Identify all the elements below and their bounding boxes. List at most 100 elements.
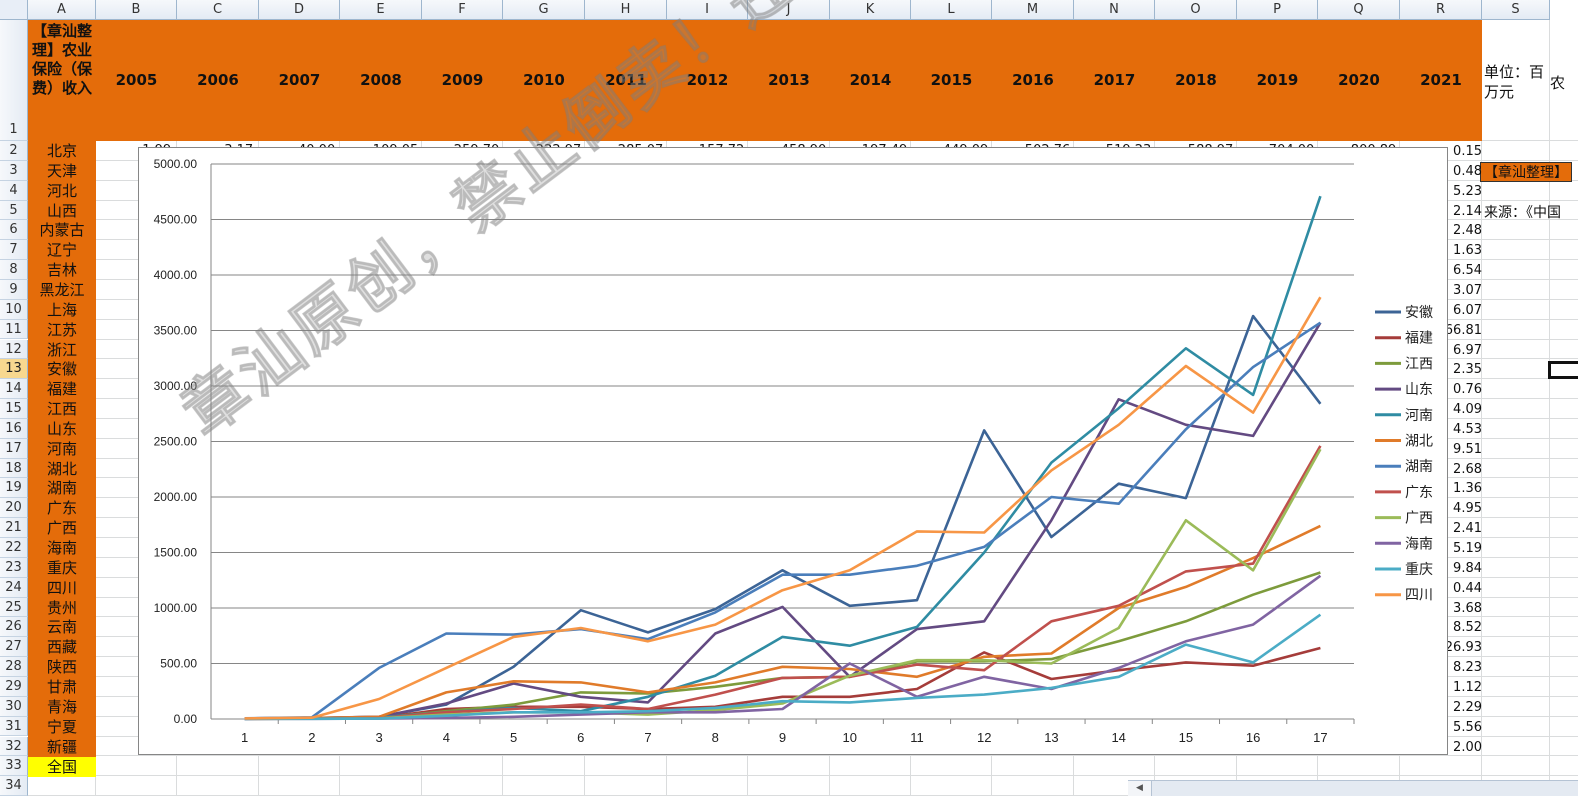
province-label[interactable]: 四川 (46, 578, 77, 597)
series-line-8[interactable] (244, 445, 1322, 721)
cell-value-2021[interactable]: 3.07 (1453, 282, 1482, 298)
year-header[interactable]: 2014 (849, 71, 892, 89)
cell-value-2021[interactable]: 26.93 (1444, 640, 1482, 656)
row-header-18[interactable]: 18 (0, 458, 28, 479)
year-header[interactable]: 2007 (278, 71, 321, 89)
cell-value-2021[interactable]: 2.48 (1453, 223, 1482, 239)
province-label[interactable]: 陕西 (46, 658, 77, 677)
province-label[interactable]: 湖北 (46, 459, 77, 478)
year-header[interactable]: 2010 (523, 71, 565, 89)
legend-label[interactable]: 安徽 (1405, 305, 1433, 321)
title-cell[interactable]: 【章汕整理】农业保险（保费）收入 (31, 22, 92, 97)
series-line-2[interactable] (244, 646, 1321, 721)
year-header[interactable]: 2020 (1338, 71, 1380, 89)
cell-value-2021[interactable]: 0.48 (1453, 163, 1482, 179)
cell-value-2021[interactable]: 4.09 (1453, 402, 1482, 418)
series-line-7[interactable] (244, 321, 1322, 720)
row-header-3[interactable]: 3 (0, 160, 28, 181)
column-header-d[interactable]: D (259, 0, 340, 20)
province-label[interactable]: 山西 (46, 201, 77, 220)
column-header-h[interactable]: H (585, 0, 667, 20)
legend-label[interactable]: 河南 (1405, 408, 1433, 424)
cell-value-2021[interactable]: 0.76 (1453, 382, 1482, 398)
column-header-o[interactable]: O (1155, 0, 1237, 20)
cell-value-2021[interactable]: 5.19 (1453, 541, 1482, 556)
series-line-11[interactable] (244, 613, 1322, 721)
row-header-15[interactable]: 15 (0, 399, 28, 419)
column-header-c[interactable]: C (177, 0, 259, 20)
legend-label[interactable]: 重庆 (1405, 562, 1433, 578)
active-cell-selection[interactable] (1548, 361, 1578, 379)
row-header-14[interactable]: 14 (0, 379, 28, 400)
year-header[interactable]: 2012 (686, 71, 729, 89)
cell-value-2021[interactable]: 0.15 (1453, 144, 1482, 159)
province-label[interactable]: 云南 (46, 618, 77, 637)
province-label[interactable]: 广东 (46, 499, 77, 518)
province-label[interactable]: 安徽 (46, 360, 77, 379)
province-label[interactable]: 福建 (46, 380, 77, 399)
unit-label[interactable]: 单位：百万元 (1484, 63, 1545, 101)
province-label[interactable]: 河北 (46, 181, 77, 200)
province-label[interactable]: 海南 (46, 539, 77, 557)
column-header-a[interactable]: A (28, 0, 96, 20)
column-header-b[interactable]: B (96, 0, 177, 20)
series-line-4[interactable] (244, 322, 1322, 720)
legend-label[interactable]: 湖南 (1405, 459, 1433, 475)
cell-value-2021[interactable]: 66.81 (1444, 322, 1482, 338)
row-header-28[interactable]: 28 (0, 657, 28, 677)
province-label[interactable]: 重庆 (46, 558, 77, 577)
cell-value-2021[interactable]: 5.56 (1453, 719, 1482, 735)
cell-value-2021[interactable]: 1.36 (1453, 481, 1482, 497)
row-header-26[interactable]: 26 (0, 617, 28, 638)
author-tag-cell[interactable]: 【章汕整理】 (1480, 162, 1572, 182)
row-header-27[interactable]: 27 (0, 637, 28, 658)
row-header-13[interactable]: 13 (0, 359, 28, 380)
province-label[interactable]: 北京 (46, 142, 77, 160)
cell-value-2021[interactable]: 2.29 (1453, 699, 1482, 715)
row-header-7[interactable]: 7 (0, 240, 28, 261)
row-header-16[interactable]: 16 (0, 418, 28, 439)
row-header-29[interactable]: 29 (0, 676, 28, 697)
province-label[interactable]: 山东 (46, 419, 77, 438)
cell-value-2021[interactable]: 6.07 (1453, 302, 1482, 318)
province-label[interactable]: 甘肃 (46, 677, 77, 696)
legend-label[interactable]: 福建 (1405, 331, 1433, 347)
province-label[interactable]: 青海 (46, 697, 77, 716)
province-label[interactable]: 吉林 (46, 261, 77, 280)
column-header-f[interactable]: F (422, 0, 503, 20)
column-header-p[interactable]: P (1237, 0, 1318, 20)
row-header-8[interactable]: 8 (0, 260, 28, 280)
column-header-i[interactable]: I (667, 0, 748, 20)
year-header[interactable]: 2019 (1256, 71, 1299, 89)
row-header-19[interactable]: 19 (0, 478, 28, 499)
row-header-10[interactable]: 10 (0, 299, 28, 320)
cell-value-2021[interactable]: 4.53 (1453, 421, 1482, 437)
column-header-n[interactable]: N (1074, 0, 1155, 20)
cell-value-2021[interactable]: 9.51 (1453, 441, 1482, 457)
row-header-25[interactable]: 25 (0, 597, 28, 618)
row-header-30[interactable]: 30 (0, 696, 28, 717)
series-line-10[interactable] (244, 574, 1322, 721)
series-line-6[interactable] (244, 524, 1321, 720)
source-label[interactable]: 来源：《中国 (1484, 205, 1561, 221)
year-header[interactable]: 2021 (1420, 71, 1462, 89)
province-label[interactable]: 西藏 (46, 638, 77, 657)
row-header-23[interactable]: 23 (0, 557, 28, 578)
province-label[interactable]: 江西 (46, 400, 77, 419)
row-header-22[interactable]: 22 (0, 538, 28, 558)
row-header-21[interactable]: 21 (0, 518, 28, 538)
row-header-17[interactable]: 17 (0, 438, 28, 459)
column-header-g[interactable]: G (503, 0, 585, 20)
cell-value-2021[interactable]: 6.97 (1453, 342, 1482, 358)
cell-value-2021[interactable]: 8.23 (1453, 660, 1482, 676)
select-all-corner[interactable] (0, 0, 28, 20)
cell-value-2021[interactable]: 2.35 (1453, 362, 1482, 378)
row-header-32[interactable]: 32 (0, 736, 28, 757)
cell-value-2021[interactable]: 5.23 (1453, 183, 1482, 199)
province-label[interactable]: 广西 (46, 519, 77, 538)
cell-value-2021[interactable]: 2.68 (1453, 461, 1482, 477)
cell-value-2021[interactable]: 2.14 (1453, 203, 1482, 219)
cell-value-2021[interactable]: 2.00 (1453, 739, 1482, 755)
cell-value-2021[interactable]: 1.12 (1453, 679, 1482, 695)
row-header-1[interactable]: 1 (0, 20, 28, 141)
